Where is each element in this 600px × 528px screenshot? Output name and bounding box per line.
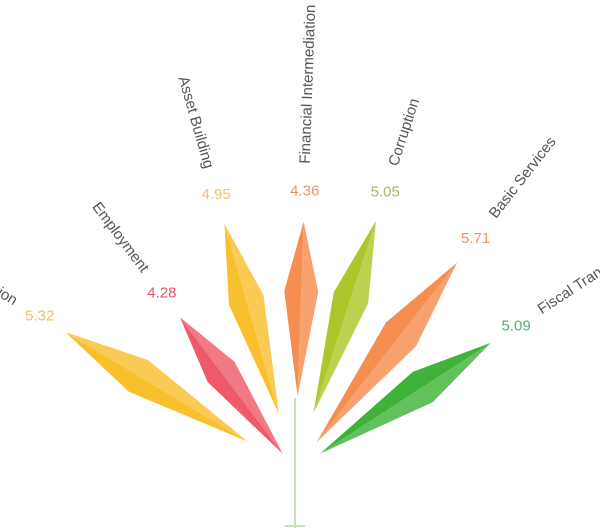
petal-right-face — [297, 221, 319, 397]
petal-basic-services — [316, 262, 458, 443]
petal-right-face — [65, 332, 248, 442]
petal-corruption — [313, 220, 376, 413]
value-label: 5.71 — [461, 230, 490, 247]
petal-left-face — [224, 223, 280, 415]
category-label: Corruption — [385, 96, 423, 168]
value-label: 5.05 — [371, 183, 400, 200]
category-label: Asset Building — [175, 74, 218, 170]
petal-right-face — [313, 220, 376, 413]
petal-right-face — [224, 223, 280, 415]
category-label: Financial Intermediation — [297, 4, 320, 164]
value-label: 4.95 — [202, 186, 231, 203]
value-label: 5.32 — [25, 308, 54, 325]
petal-left-face — [284, 221, 304, 397]
value-label: 4.36 — [290, 183, 319, 200]
petal-asset-building — [224, 223, 280, 415]
petal-right-face — [316, 262, 458, 443]
petal-left-face — [320, 342, 491, 454]
petal-employment — [179, 317, 283, 455]
category-label: Education — [0, 260, 20, 309]
value-label: 4.28 — [147, 284, 176, 301]
petal-left-face — [179, 317, 283, 455]
petal-right-face — [320, 342, 491, 454]
category-label: Fiscal Transfers — [535, 246, 600, 318]
category-label: Employment — [88, 199, 152, 276]
value-label: 5.09 — [501, 317, 530, 334]
petal-financial-intermediation — [284, 221, 319, 397]
petal-left-face — [313, 220, 376, 413]
category-label: Basic Services — [486, 134, 560, 222]
petal-right-face — [179, 317, 283, 455]
petal-education — [65, 332, 248, 442]
petal-group — [65, 220, 491, 455]
petal-fiscal-transfers — [320, 342, 491, 454]
